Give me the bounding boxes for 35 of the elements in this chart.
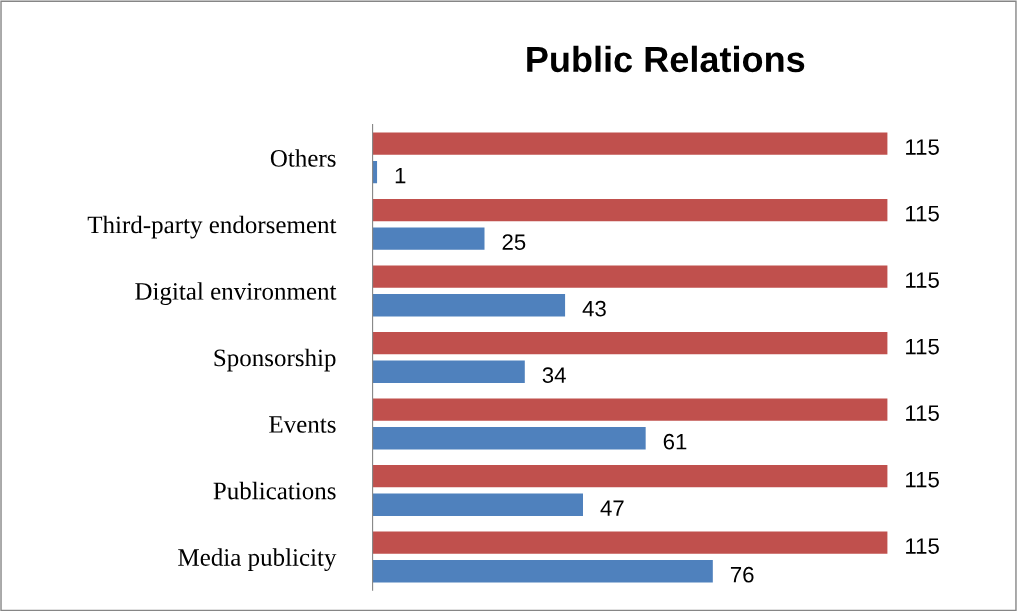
bar — [372, 531, 888, 554]
bar — [372, 294, 566, 317]
chart-title: Public Relations — [527, 45, 805, 73]
bar — [372, 560, 713, 583]
data-label: 76 — [730, 566, 754, 583]
data-label: 25 — [502, 234, 526, 250]
y-tick-label: Publications — [213, 481, 336, 500]
bar — [372, 493, 583, 516]
data-label: 1 — [395, 167, 406, 184]
y-tick-label: Sponsorship — [214, 348, 336, 372]
bar — [372, 132, 888, 155]
data-label: 43 — [582, 300, 606, 317]
data-label: 47 — [600, 500, 624, 516]
data-label: 61 — [663, 433, 687, 450]
bar — [372, 398, 888, 421]
data-label: 34 — [542, 367, 566, 384]
data-label: 115 — [906, 471, 939, 488]
y-tick-label: Third-party endorsement — [87, 215, 337, 239]
data-label: 115 — [906, 139, 939, 155]
y-tick-label: Digital environment — [135, 282, 337, 305]
data-label: 115 — [906, 272, 939, 288]
bar — [372, 360, 525, 383]
bar — [372, 265, 888, 288]
bar — [372, 227, 485, 250]
data-label: 115 — [906, 338, 939, 355]
data-label: 115 — [906, 405, 939, 421]
bar — [372, 198, 888, 222]
data-label: 115 — [906, 538, 939, 554]
y-tick-label: Others — [270, 149, 336, 167]
data-label: 115 — [906, 205, 939, 222]
bar — [372, 331, 888, 355]
y-tick-label: Media publicity — [178, 548, 337, 572]
y-tick-label: Events — [269, 416, 336, 433]
bar — [372, 465, 888, 488]
bar — [372, 427, 646, 450]
